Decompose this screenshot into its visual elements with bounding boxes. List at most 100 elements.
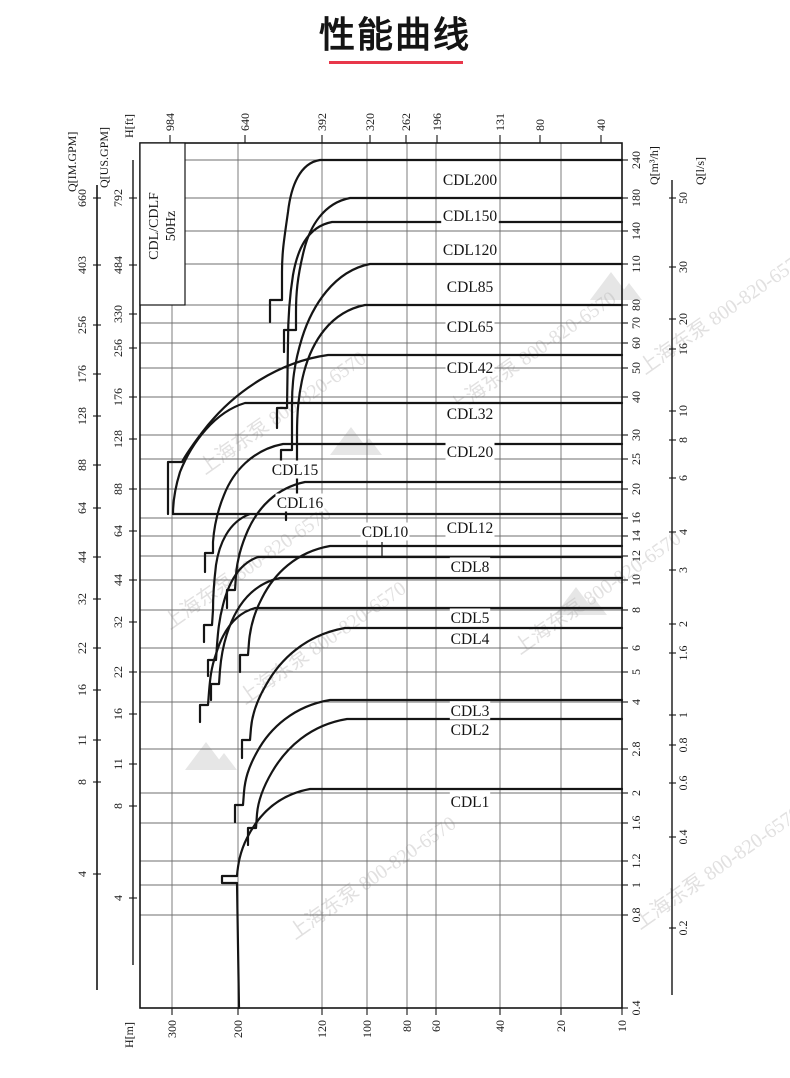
tick-label-m3h: 240 (629, 151, 643, 169)
curve-label-bg (445, 442, 495, 461)
tick-label-imgpm: 128 (75, 407, 89, 425)
curve-labels-layer: CDL200 CDL150 CDL120 CDL85 CDL65 CDL42 CDL32 CD… (270, 170, 499, 811)
axis-title-q-m3h: Q[m³/h] (647, 146, 661, 185)
curve-label-bg (445, 404, 495, 423)
curves-layer (166, 158, 624, 1010)
tick-label-m3h: 8 (629, 607, 643, 613)
curve-CDL150 (282, 196, 624, 354)
tick-label-usgpm: 484 (111, 256, 125, 274)
tick-label-m3h: 110 (629, 255, 643, 273)
tick-label-ft: 196 (430, 113, 444, 131)
curve-CDL32 (171, 401, 624, 516)
curve-CDL4 (240, 626, 624, 760)
tick-label-m3h: 20 (629, 483, 643, 495)
tick-label-m3h: 14 (629, 530, 643, 542)
curve-label-CDL200: CDL200 (443, 172, 498, 189)
curve-label-bg (449, 701, 491, 720)
tick-label-ls: 50 (676, 192, 690, 204)
tick-label-imgpm: 4 (75, 871, 89, 877)
tick-label-m3h: 0.4 (629, 1001, 643, 1016)
tick-label-ft: 262 (399, 113, 413, 131)
tick-label-m3h: 1.2 (629, 854, 643, 869)
curve-label-bg (275, 493, 325, 512)
tick-label-ls: 0.4 (676, 830, 690, 845)
tick-label-ls: 0.8 (676, 738, 690, 753)
curve-label-bg (360, 522, 410, 541)
tick-label-m: 40 (493, 1020, 507, 1032)
curve-label-CDL12: CDL12 (447, 520, 494, 537)
curve-CDL16 (171, 512, 624, 644)
tick-label-imgpm: 22 (75, 642, 89, 654)
curve-label-CDL42: CDL42 (447, 360, 494, 377)
curve-CDL12 (238, 544, 624, 674)
curve-label-CDL3: CDL3 (451, 703, 490, 720)
curve-label-CDL85: CDL85 (447, 279, 494, 296)
tick-label-m3h: 80 (629, 299, 643, 311)
tick-label-imgpm: 403 (75, 256, 89, 274)
tick-label-m3h: 10 (629, 574, 643, 586)
curve-label-CDL1: CDL1 (451, 794, 490, 811)
curve-label-CDL8: CDL8 (451, 559, 490, 576)
tick-label-imgpm: 660 (75, 189, 89, 207)
tick-label-ls: 0.2 (676, 921, 690, 936)
tick-label-ft: 984 (163, 113, 177, 131)
curve-CDL5 (198, 606, 624, 724)
tick-label-ft: 80 (533, 119, 547, 131)
page-title: 性能曲线 (318, 15, 471, 56)
tick-label-m3h: 40 (629, 391, 643, 403)
tick-label-ft: 392 (315, 113, 329, 131)
watermark-text: 上海东泵 800-820-6570 (160, 501, 336, 634)
tick-label-m: 10 (615, 1020, 629, 1032)
curve-CDL2 (246, 717, 624, 847)
curve-label-CDL2: CDL2 (451, 722, 490, 739)
tick-label-ls: 2 (676, 621, 690, 627)
curve-CDL65 (284, 303, 624, 522)
tick-label-imgpm: 64 (75, 502, 89, 514)
curve-label-bg (449, 792, 491, 811)
curve-label-bg (445, 317, 495, 336)
curve-CDL3 (233, 698, 624, 824)
tick-label-usgpm: 16 (111, 708, 125, 720)
tick-label-ft: 40 (594, 119, 608, 131)
tick-label-usgpm: 88 (111, 483, 125, 495)
watermark-text: 上海东泵 800-820-6570 (235, 576, 411, 709)
tick-label-m3h: 12 (629, 550, 643, 562)
tick-label-m: 300 (165, 1020, 179, 1038)
tick-label-usgpm: 44 (111, 574, 125, 586)
curve-label-CDL150: CDL150 (443, 208, 498, 225)
watermark-logo (330, 427, 382, 455)
tick-label-imgpm: 8 (75, 779, 89, 785)
curve-label-bg (449, 608, 491, 627)
tick-label-usgpm: 11 (111, 758, 125, 770)
curve-label-CDL5: CDL5 (451, 610, 490, 627)
tick-label-imgpm: 44 (75, 551, 89, 563)
tick-label-m3h: 6 (629, 645, 643, 651)
curve-CDL1 (220, 787, 624, 1010)
curve-label-CDL4: CDL4 (451, 631, 490, 648)
axis-flow-imgpm: 660 403 256 176 128 88 64 44 32 22 16 11 8 4 Q[IM.GPM] (65, 132, 101, 990)
tick-label-m3h: 30 (629, 429, 643, 441)
curve-label-bg (445, 277, 495, 296)
curve-CDL200 (268, 158, 624, 324)
tick-label-m: 20 (554, 1020, 568, 1032)
watermark-text: 上海东泵 800-820-6570 (445, 286, 621, 419)
tick-label-imgpm: 11 (75, 734, 89, 746)
axis-head-ft: 984 640 392 320 262 196 131 80 40 H[ft] (122, 113, 608, 143)
curve-label-bg (445, 358, 495, 377)
tick-label-ls: 1 (676, 712, 690, 718)
tick-label-ls: 4 (676, 529, 690, 535)
tick-label-m3h: 180 (629, 189, 643, 207)
tick-label-m: 80 (400, 1020, 414, 1032)
tick-label-usgpm: 792 (111, 189, 125, 207)
tick-label-usgpm: 128 (111, 430, 125, 448)
curve-CDL120 (275, 220, 624, 430)
curve-label-bg (441, 206, 499, 225)
tick-label-ft: 131 (493, 113, 507, 131)
tick-label-m3h: 2.8 (629, 742, 643, 757)
tick-label-usgpm: 64 (111, 525, 125, 537)
tick-label-usgpm: 32 (111, 616, 125, 628)
tick-label-ls: 20 (676, 313, 690, 325)
tick-label-imgpm: 256 (75, 316, 89, 334)
plot-border (139, 142, 623, 1009)
